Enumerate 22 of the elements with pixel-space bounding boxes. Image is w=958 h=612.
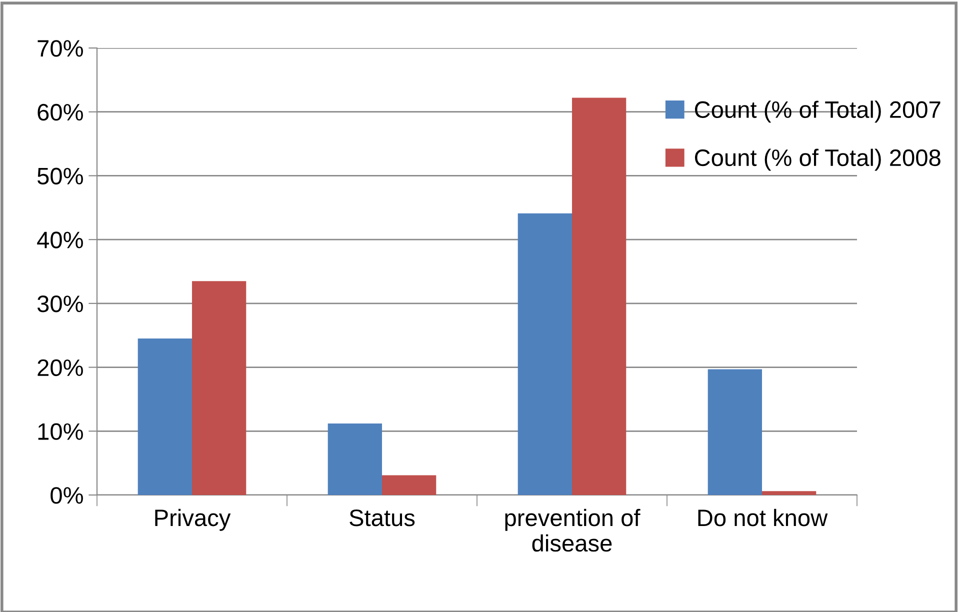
y-tick-label: 60% — [38, 104, 83, 121]
bar — [762, 491, 816, 495]
x-tick-label: Privacy — [155, 508, 231, 531]
bar — [572, 98, 626, 495]
y-tick-label: 30% — [37, 295, 83, 312]
y-tick-label: 20% — [38, 359, 83, 376]
bar — [708, 369, 762, 495]
y-tick-label: 0% — [50, 487, 83, 504]
x-tick-label: Do not know — [698, 508, 828, 526]
bar — [328, 423, 382, 495]
bar — [138, 338, 192, 495]
bar — [192, 281, 246, 495]
legend-label: Count (% of Total) 2007 — [694, 100, 940, 123]
legend-label: Count (% of Total) 2008 — [694, 148, 940, 171]
y-tick-label: 40% — [37, 232, 83, 248]
bar — [382, 475, 436, 495]
x-tick-label: Status — [350, 510, 415, 526]
x-tick-label: prevention of disease — [505, 508, 640, 552]
y-tick-label: 10% — [38, 423, 83, 440]
y-tick-label: 50% — [37, 168, 83, 184]
bar — [518, 213, 572, 495]
y-tick-label: 70% — [38, 40, 83, 57]
